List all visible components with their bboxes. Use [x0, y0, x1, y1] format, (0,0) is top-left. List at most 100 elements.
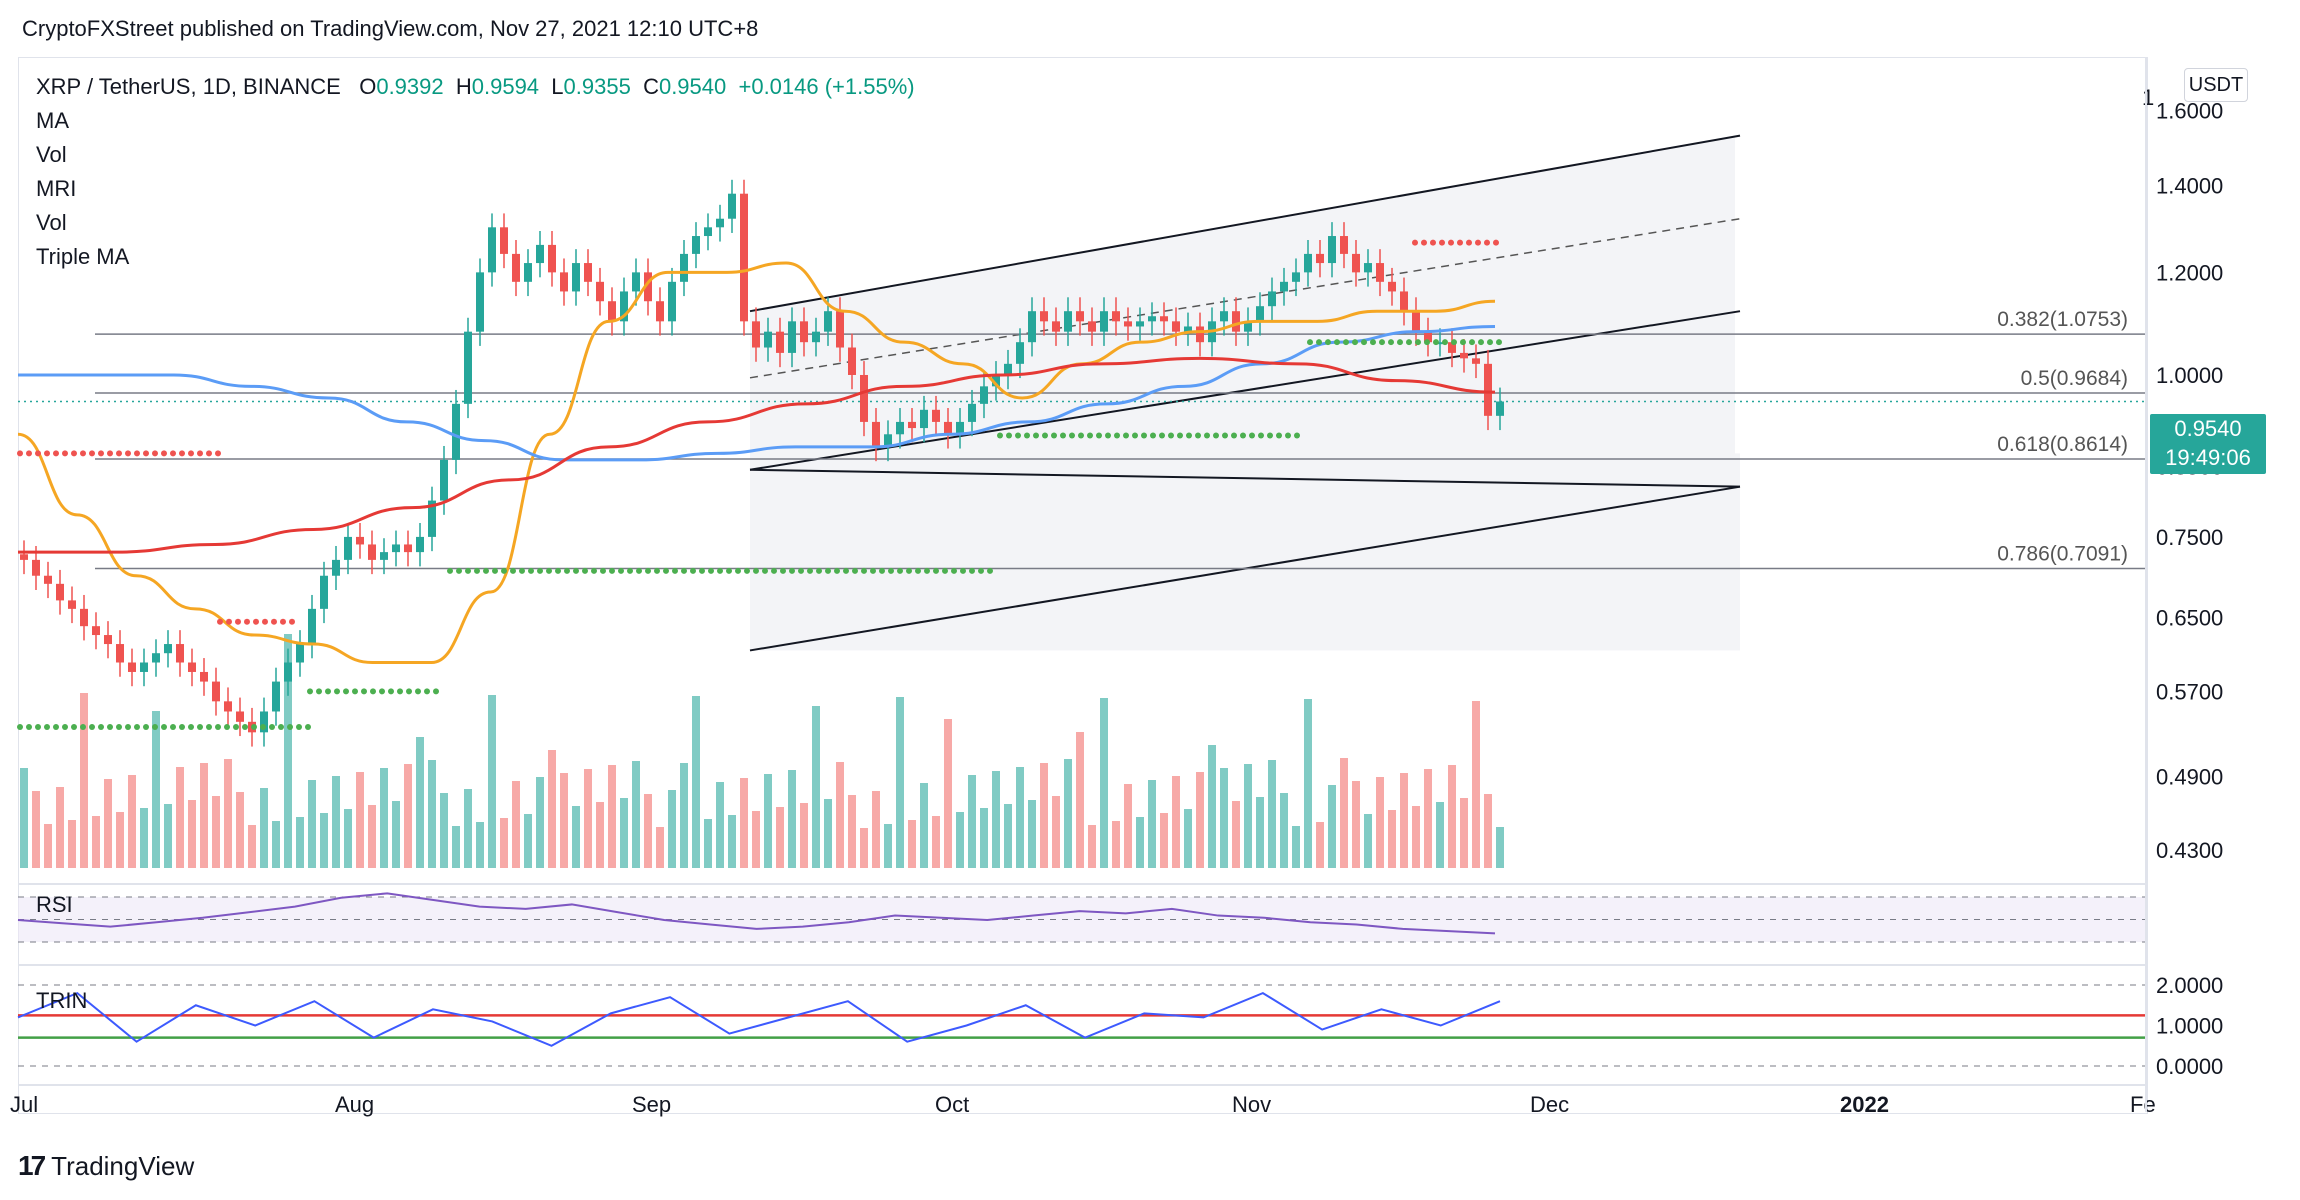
- chart-legend: XRP / TetherUS, 1D, BINANCE O0.9392 H0.9…: [36, 70, 915, 274]
- support-dots: [361, 688, 367, 695]
- support-dots: [573, 567, 579, 574]
- resistance-dots: [253, 618, 259, 625]
- support-dots: [1186, 432, 1192, 439]
- tradingview-name: TradingView: [51, 1150, 195, 1181]
- volume-bar: [752, 811, 760, 868]
- candle-body: [752, 321, 760, 348]
- support-dots: [307, 688, 313, 695]
- price-tick-label: 1.4000: [2156, 174, 2223, 199]
- volume-bar: [1076, 732, 1084, 868]
- indicator-vol-2[interactable]: Vol: [36, 210, 67, 235]
- bar-countdown: 19:49:06: [2165, 445, 2251, 470]
- tradingview-brand[interactable]: 17 TradingView: [18, 1150, 194, 1182]
- volume-bar: [200, 763, 208, 868]
- candle-body: [812, 331, 820, 343]
- support-dots: [415, 688, 421, 695]
- support-dots: [143, 724, 149, 731]
- high-value: 0.9594: [471, 74, 540, 99]
- resistance-dots: [116, 450, 122, 457]
- candle-body: [1004, 363, 1012, 375]
- candle-body: [332, 559, 340, 576]
- indicator-mri[interactable]: MRI: [36, 176, 77, 201]
- candle-body: [1424, 331, 1432, 343]
- support-dots: [125, 724, 131, 731]
- support-dots: [1150, 432, 1156, 439]
- resistance-dots: [1439, 239, 1445, 246]
- volume-bar: [1316, 822, 1324, 868]
- volume-bar: [128, 775, 136, 868]
- support-dots: [287, 724, 293, 731]
- candle-body: [140, 662, 148, 672]
- candle-body: [1100, 311, 1108, 332]
- candle-body: [644, 272, 652, 302]
- channel-upper-line: [749, 134, 1741, 313]
- support-dots: [852, 567, 858, 574]
- support-dots: [690, 567, 696, 574]
- symbol-label[interactable]: XRP / TetherUS, 1D, BINANCE: [36, 74, 341, 99]
- support-dots: [1078, 432, 1084, 439]
- support-dots: [71, 724, 77, 731]
- volume-bar: [236, 792, 244, 868]
- support-dots: [915, 567, 921, 574]
- volume-bar: [536, 777, 544, 868]
- tradingview-logo-icon: 17: [18, 1150, 46, 1181]
- support-dots: [456, 567, 462, 574]
- candle-body: [416, 536, 424, 553]
- volume-bar: [668, 790, 676, 868]
- currency-badge[interactable]: USDT: [2184, 68, 2248, 102]
- candle-body: [548, 244, 556, 273]
- support-dots: [334, 688, 340, 695]
- support-dots: [798, 567, 804, 574]
- resistance-dots: [143, 450, 149, 457]
- volume-bar: [464, 789, 472, 868]
- last-price-badge: 0.9540 19:49:06: [2150, 414, 2266, 474]
- volume-bar: [20, 768, 28, 868]
- candle-body: [464, 331, 472, 404]
- support-dots: [609, 567, 615, 574]
- support-dots: [483, 567, 489, 574]
- support-dots: [997, 432, 1003, 439]
- volume-bar: [1496, 827, 1504, 868]
- candle-body: [188, 662, 196, 672]
- indicator-triple-ma[interactable]: Triple MA: [36, 244, 130, 269]
- volume-bar: [332, 776, 340, 868]
- candle-body: [1280, 281, 1288, 292]
- support-dots: [1249, 432, 1255, 439]
- candle-body: [1052, 321, 1060, 332]
- volume-bar: [476, 822, 484, 868]
- candle-body: [1028, 311, 1036, 343]
- price-tick-label: 0.7500: [2156, 525, 2223, 550]
- support-dots: [1195, 432, 1201, 439]
- volume-bar: [1136, 817, 1144, 868]
- volume-bar: [524, 814, 532, 868]
- support-dots: [370, 688, 376, 695]
- volume-bar: [548, 750, 556, 868]
- candle-body: [920, 409, 928, 429]
- support-dots: [906, 567, 912, 574]
- candle-body: [1160, 316, 1168, 322]
- candle-body: [1064, 311, 1072, 332]
- volume-bar: [176, 767, 184, 868]
- volume-bar: [344, 809, 352, 868]
- candle-body: [344, 536, 352, 560]
- support-dots: [1159, 432, 1165, 439]
- resistance-dots: [215, 450, 221, 457]
- candle-body: [356, 536, 364, 545]
- volume-bar: [1100, 698, 1108, 868]
- volume-bar: [800, 803, 808, 868]
- candle-body: [764, 331, 772, 348]
- resistance-dots: [125, 450, 131, 457]
- volume-bar: [380, 768, 388, 868]
- resistance-dots: [1430, 239, 1436, 246]
- indicator-ma[interactable]: MA: [36, 108, 69, 133]
- indicator-vol[interactable]: Vol: [36, 142, 67, 167]
- candle-body: [1184, 326, 1192, 332]
- volume-bar: [944, 719, 952, 868]
- volume-bar: [1280, 793, 1288, 868]
- volume-bar: [1088, 825, 1096, 868]
- candle-body: [368, 544, 376, 560]
- support-dots: [1469, 339, 1475, 346]
- volume-bar: [392, 801, 400, 868]
- low-label: L: [551, 74, 564, 99]
